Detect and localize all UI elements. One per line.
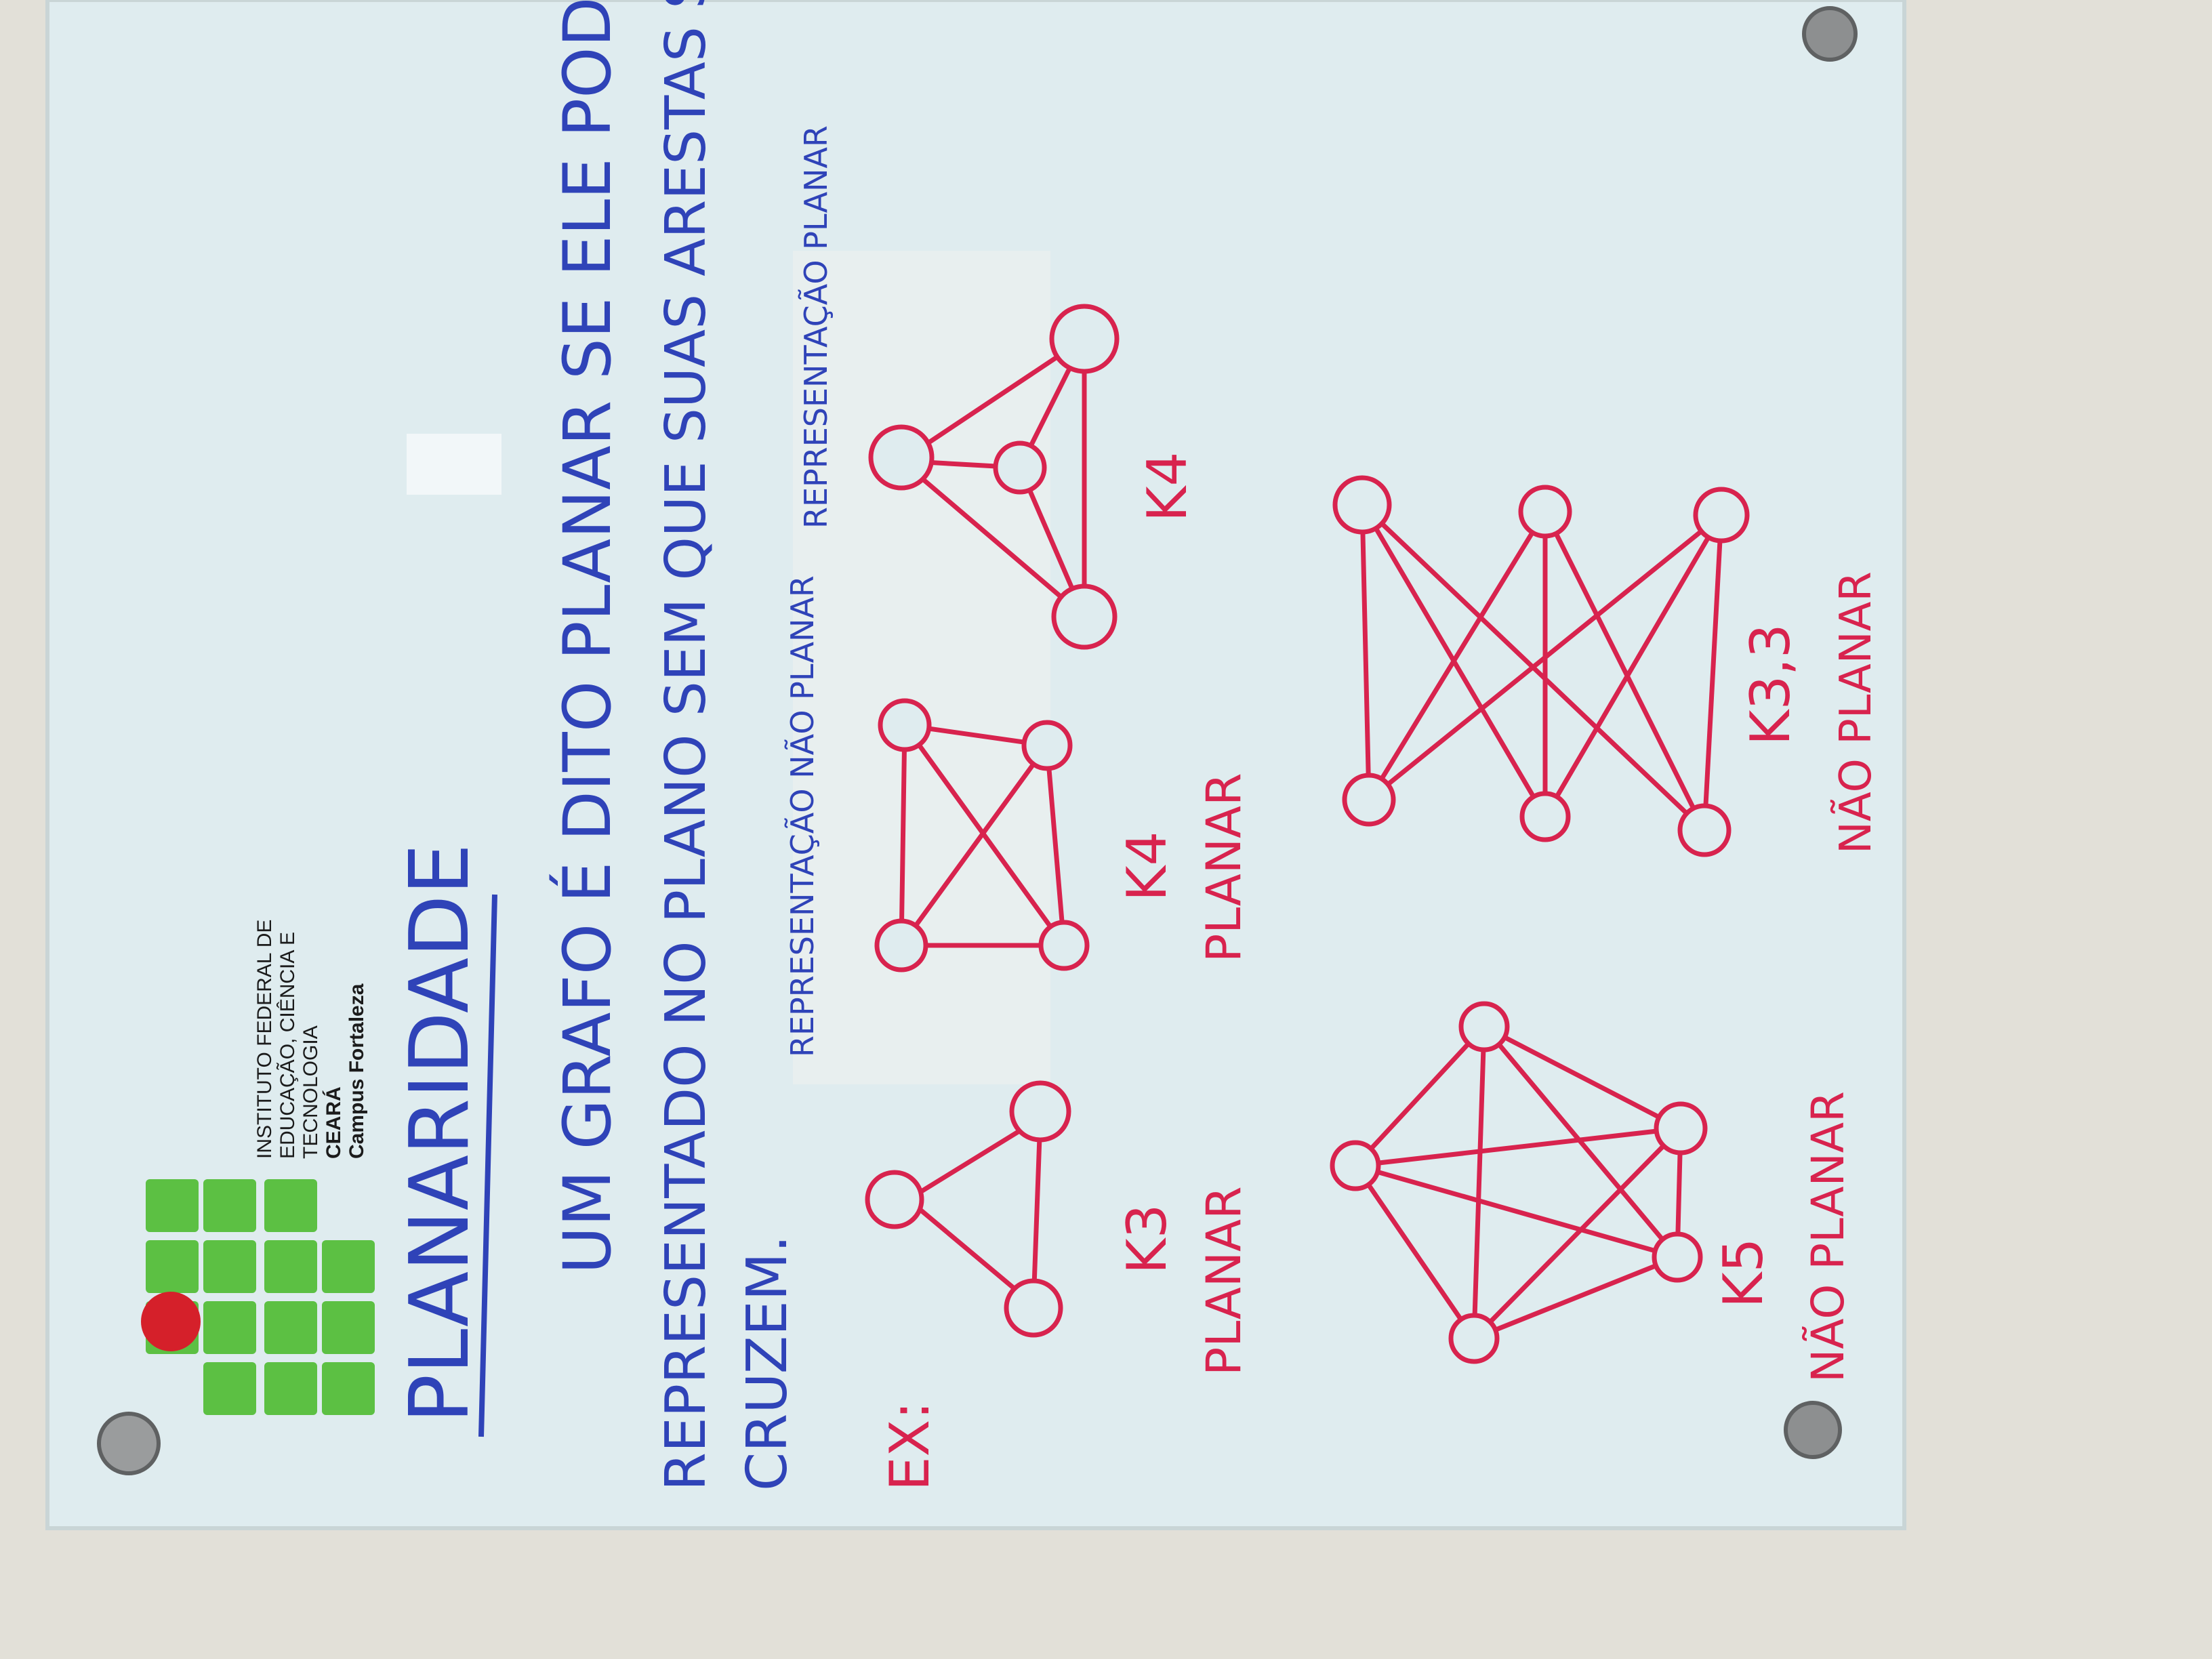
logo-square [264,1362,317,1415]
k33-caption: NÃO PLANAR [1830,571,1881,854]
board-screws [97,6,1858,1475]
logo-text-campus: Campus Fortaleza [346,983,368,1159]
logo-square [203,1179,256,1232]
logo-square [322,1362,375,1415]
logo-text-line-3: TECNOLOGIA [300,1025,322,1159]
logo-square [203,1301,256,1354]
board-title: PLANARIDADE [393,844,487,1423]
k4-square-caption: PLANAR [1196,773,1252,962]
k3-caption: PLANAR [1196,1186,1252,1376]
logo-square [146,1179,199,1232]
k5-caption: NÃO PLANAR [1802,1091,1854,1382]
definition-line-2: REPRESENTADO NO PLANO SEM QUE SUAS AREST… [654,0,718,1491]
k4-planar-name: K4 [1136,452,1199,522]
graph-labels: K3 PLANAR K4 PLANAR REPRESENTAÇÃO NÃO PL… [784,125,1881,1382]
k4-square-note: REPRESENTAÇÃO NÃO PLANAR [784,575,821,1057]
graph-k5 [1330,1001,1708,1364]
logo-square [264,1301,317,1354]
graph-k3 [865,1080,1071,1338]
graph-k33 [1332,475,1750,857]
logo-red-dot [141,1292,201,1351]
definition-line-1: UM GRAFO É DITO PLANAR SE ELE PODE SER [549,0,626,1274]
logo-square [322,1301,375,1354]
logo-text-line-2: EDUCAÇÃO, CIÊNCIA E [276,932,299,1159]
example-label: EX: [878,1401,941,1491]
logo-square [264,1179,317,1232]
k5-name: K5 [1712,1238,1775,1308]
title-underline [478,894,497,1437]
k4-planar-note: REPRESENTAÇÃO PLANAR [798,125,834,529]
logo-text-state: CEARÁ [322,1086,345,1159]
logo-square [203,1240,256,1293]
logo-square [322,1240,375,1293]
light-reflection [407,434,501,495]
k4-square-name: K4 [1115,832,1179,901]
graph-k4-nonplanar-drawing [874,698,1090,972]
definition-line-3: CRUZEM. [735,1235,800,1491]
graphs [865,304,1750,1364]
graph-k4-planar-drawing [868,304,1120,650]
logo-text-line-1: INSTITUTO FEDERAL DE [253,920,276,1159]
logo-square [146,1240,199,1293]
logo-square [203,1362,256,1415]
logo-square [264,1240,317,1293]
board-writing: PLANARIDADE UM GRAFO É DITO PLANAR SE EL… [393,0,941,1491]
k3-name: K3 [1115,1204,1179,1274]
k33-name: K3,3 [1739,623,1802,745]
